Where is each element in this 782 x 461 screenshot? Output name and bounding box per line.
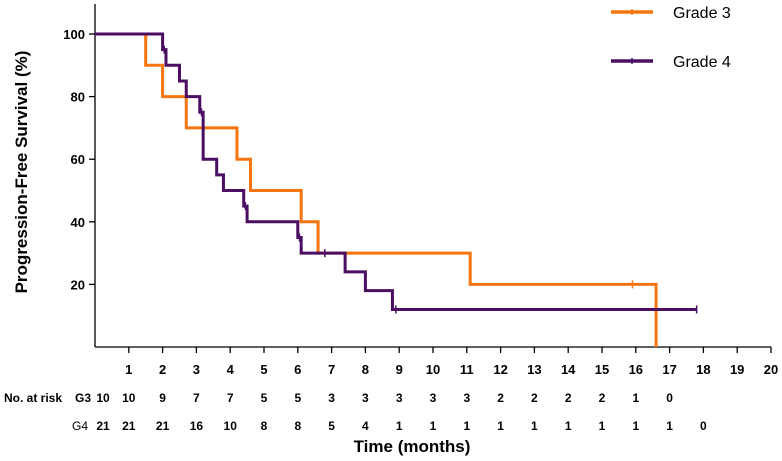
grade-4-survival-line	[95, 32, 697, 311]
x-tick-label: 8	[362, 362, 369, 377]
risk-cell: 1	[632, 391, 639, 405]
risk-cell: 21	[96, 419, 110, 433]
risk-cell: 1	[666, 419, 673, 433]
risk-row-label: G4	[72, 419, 88, 433]
y-tick-label: 100	[63, 27, 85, 42]
x-tick-label: 15	[595, 362, 609, 377]
x-tick-label: 16	[629, 362, 643, 377]
risk-cell: 0	[666, 391, 673, 405]
y-tick-label: 20	[71, 277, 85, 292]
risk-cell: 1	[497, 419, 504, 433]
risk-cell: 1	[565, 419, 572, 433]
risk-cell: 9	[159, 391, 166, 405]
y-tick-label: 40	[71, 215, 85, 230]
risk-cell: 1	[599, 419, 606, 433]
risk-cell: 5	[328, 419, 335, 433]
risk-cell: 5	[261, 391, 268, 405]
risk-row-label: G3	[75, 391, 91, 405]
risk-cell: 7	[193, 391, 200, 405]
risk-cell: 1	[531, 419, 538, 433]
risk-cell: 1	[632, 419, 639, 433]
risk-table-header: No. at risk	[4, 391, 62, 405]
risk-cell: 8	[261, 419, 268, 433]
risk-cell: 1	[430, 419, 437, 433]
x-tick-label: 17	[662, 362, 676, 377]
risk-cell: 10	[122, 391, 136, 405]
legend-grade-3-label: Grade 3	[673, 5, 731, 22]
risk-cell: 21	[156, 419, 170, 433]
y-axis-label: Progression-Free Survival (%)	[12, 51, 31, 294]
risk-cell: 4	[362, 419, 369, 433]
x-tick-label: 12	[493, 362, 507, 377]
x-tick-label: 18	[696, 362, 710, 377]
x-tick-label: 4	[227, 362, 235, 377]
y-tick-label: 80	[71, 90, 85, 105]
risk-cell: 10	[224, 419, 238, 433]
x-tick-label: 5	[260, 362, 267, 377]
risk-cell: 3	[463, 391, 470, 405]
chart-legend: Grade 3 Grade 4	[611, 5, 731, 71]
x-tick-label: 6	[294, 362, 301, 377]
risk-cell: 8	[294, 419, 301, 433]
x-tick-label: 10	[426, 362, 440, 377]
x-tick-label: 1	[125, 362, 132, 377]
risk-cell: 2	[531, 391, 538, 405]
risk-table: No. at risk G3 10 10 9 7 7 5 5 3 3 3 3 3 2 2 2 2 1 0G4 21 21 2…	[4, 391, 707, 433]
risk-cell: 1	[463, 419, 470, 433]
x-tick-label: 19	[730, 362, 744, 377]
x-tick-label: 11	[460, 362, 474, 377]
chart-curves	[95, 32, 698, 347]
x-tick-label: 2	[159, 362, 166, 377]
risk-cell: 3	[396, 391, 403, 405]
x-tick-label: 7	[328, 362, 335, 377]
risk-cell: 2	[565, 391, 572, 405]
grade-3-survival-line	[95, 32, 658, 347]
risk-cell: 3	[430, 391, 437, 405]
x-tick-label: 20	[764, 362, 778, 377]
x-tick-label: 9	[396, 362, 403, 377]
x-tick-label: 13	[527, 362, 541, 377]
risk-cell: 3	[328, 391, 335, 405]
risk-cell: 0	[700, 419, 707, 433]
risk-cell: 21	[122, 419, 136, 433]
risk-cell: 2	[599, 391, 606, 405]
risk-cell: 5	[294, 391, 301, 405]
x-axis-label: Time (months)	[354, 437, 471, 456]
risk-cell: 1	[396, 419, 403, 433]
risk-cell: 2	[497, 391, 504, 405]
x-tick-label: 3	[193, 362, 200, 377]
risk-cell: 16	[190, 419, 204, 433]
risk-cell: 3	[362, 391, 369, 405]
risk-cell: 7	[227, 391, 234, 405]
x-tick-label: 14	[561, 362, 576, 377]
risk-cell: 10	[96, 391, 110, 405]
legend-grade-4-label: Grade 4	[673, 54, 731, 71]
y-tick-label: 60	[71, 152, 85, 167]
